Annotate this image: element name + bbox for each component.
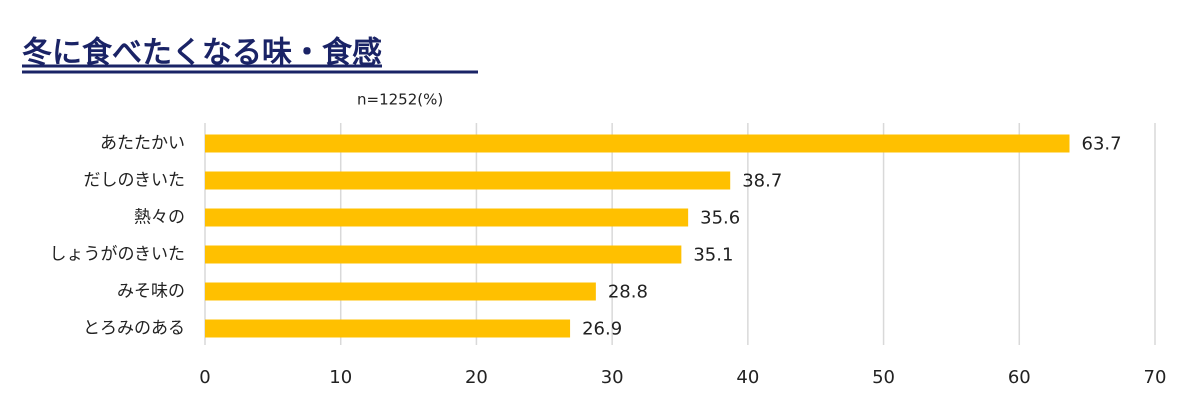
chart-title: 冬に食べたくなる味・食感 [22, 36, 382, 71]
x-tick-label: 0 [199, 367, 210, 388]
x-tick-label: 50 [872, 367, 895, 388]
bar [205, 282, 596, 301]
x-tick-label: 10 [329, 367, 352, 388]
bar [205, 319, 571, 338]
bar [205, 208, 689, 227]
value-label: 35.6 [700, 208, 740, 229]
y-tick-label: しょうがのきいた [50, 245, 186, 265]
value-label: 35.1 [693, 245, 733, 266]
bar [205, 134, 1070, 153]
x-tick-label: 40 [736, 367, 759, 388]
x-tick-label: 20 [465, 367, 488, 388]
chart-subtitle: n=1252(%) [357, 91, 443, 109]
y-tick-label: あたたかい [100, 134, 185, 154]
y-tick-label: とろみのある [83, 319, 185, 339]
bar [205, 171, 731, 190]
value-label: 63.7 [1082, 134, 1122, 155]
value-label: 38.7 [742, 171, 782, 192]
y-tick-label: 熱々の [134, 208, 185, 228]
x-tick-label: 30 [601, 367, 624, 388]
y-tick-label: だしのきいた [84, 171, 186, 191]
x-tick-label: 60 [1008, 367, 1031, 388]
y-tick-label: みそ味の [117, 282, 185, 302]
value-label: 26.9 [582, 319, 622, 340]
x-tick-label: 70 [1144, 367, 1167, 388]
bar [205, 245, 682, 264]
value-label: 28.8 [608, 282, 648, 303]
